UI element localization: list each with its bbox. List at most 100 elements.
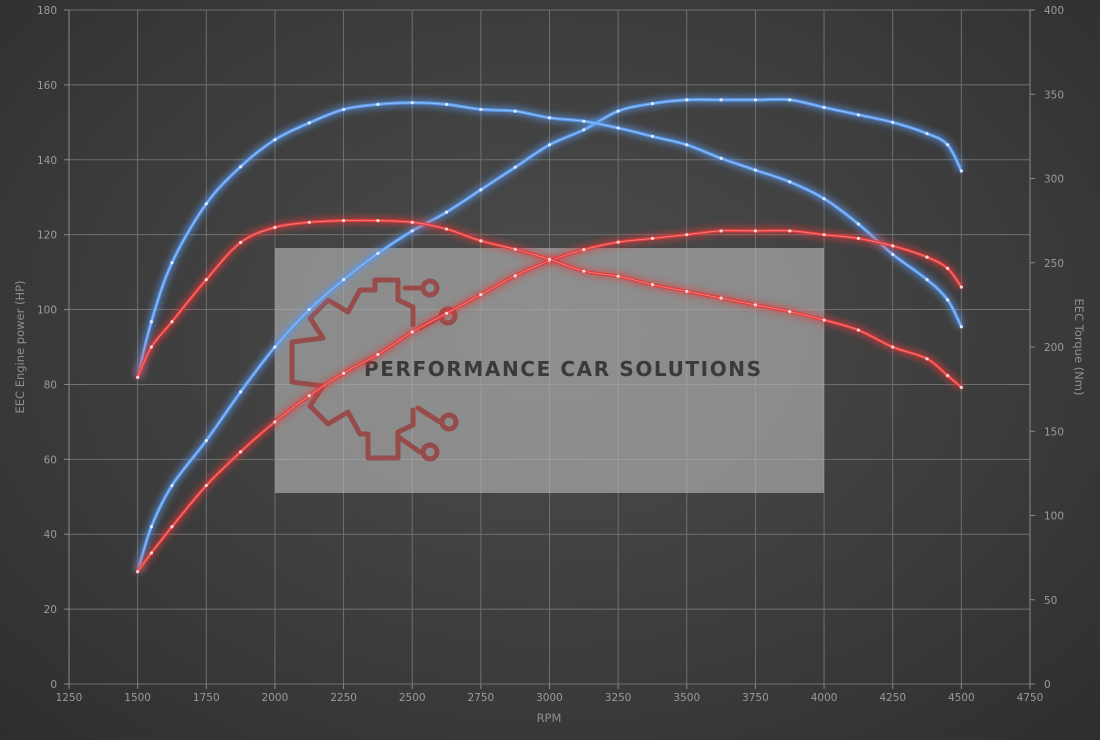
series-point (788, 229, 792, 233)
series-point (925, 255, 929, 259)
series-point (856, 113, 860, 117)
y-left-tick-label: 140 (37, 155, 57, 167)
series-1 (133, 95, 966, 574)
series-point (479, 107, 483, 112)
series-point (376, 219, 380, 223)
series-point (136, 570, 140, 574)
series-point (239, 450, 243, 454)
series-point (170, 525, 174, 529)
series-point (959, 169, 963, 173)
series-point (891, 252, 895, 256)
series-point (891, 244, 895, 248)
series-point (204, 202, 208, 206)
series-point (685, 233, 689, 237)
series-point (513, 109, 517, 113)
series-point (719, 296, 723, 300)
series-point (273, 420, 277, 424)
watermark-text: PERFORMANCE CAR SOLUTIONS (364, 357, 763, 381)
series-point (204, 483, 208, 488)
series-point (925, 357, 929, 361)
x-tick-label: 3750 (742, 692, 769, 704)
series-point (410, 229, 414, 233)
series-point (946, 298, 950, 302)
series-point (307, 307, 311, 312)
series-point (410, 101, 414, 105)
series-point (616, 274, 620, 278)
series-point (410, 330, 414, 334)
series-point (149, 345, 153, 349)
series-point (444, 311, 449, 315)
series-point (582, 128, 586, 132)
series-point (204, 278, 208, 282)
series-point (822, 105, 826, 109)
x-axis: 1250 1500 1750 2000 2250 2500 2750 3000 3250 3500… (56, 684, 1043, 704)
series-point (547, 116, 552, 120)
series-point (341, 107, 346, 112)
series-point (616, 240, 620, 244)
series-point (616, 126, 620, 130)
x-tick-label: 4250 (879, 692, 906, 704)
series-point (376, 352, 380, 357)
y-left-tick-label: 160 (37, 80, 57, 92)
series-point (307, 394, 311, 398)
series-point (753, 98, 758, 102)
series-point (685, 98, 689, 102)
y-right-tick-label: 400 (1044, 5, 1064, 17)
series-point (149, 551, 153, 555)
series-point (946, 374, 950, 378)
x-tick-label: 3500 (673, 692, 700, 704)
series-point (479, 188, 483, 192)
series-point (856, 222, 860, 226)
series-2 (133, 98, 966, 379)
series-point (341, 371, 346, 375)
series-point (650, 236, 655, 241)
x-tick-label: 2500 (399, 692, 426, 704)
series-point (856, 236, 860, 241)
series-point (513, 274, 517, 278)
series-point (719, 229, 723, 233)
series-point (444, 102, 449, 106)
series-point (946, 266, 950, 270)
x-tick-label: 1250 (56, 692, 83, 704)
y-left-tick-label: 40 (44, 529, 57, 541)
x-tick-label: 1750 (193, 692, 220, 704)
y-left-tick-label: 20 (44, 604, 57, 616)
series-point (959, 325, 963, 329)
series-point (307, 121, 311, 125)
series-point (650, 283, 655, 287)
series-point (239, 390, 243, 394)
series-point (925, 278, 929, 282)
y-right-tick-label: 150 (1044, 426, 1064, 438)
series-point (170, 320, 174, 324)
series-point (856, 328, 860, 332)
series-point (547, 143, 552, 147)
y-axis-right-title: EEC Torque (Nm) (1072, 299, 1086, 396)
series-point (616, 109, 620, 113)
series-point (891, 345, 895, 349)
x-tick-label: 4000 (811, 692, 838, 704)
series-point (513, 247, 517, 251)
series-point (410, 220, 414, 224)
x-tick-label: 2250 (330, 692, 357, 704)
series-point (822, 197, 826, 201)
series-point (685, 289, 689, 293)
series-point (891, 120, 895, 124)
y-right-tick-label: 0 (1044, 679, 1051, 691)
y-right-tick-label: 300 (1044, 174, 1064, 186)
series-point (753, 303, 758, 307)
x-tick-label: 2000 (262, 692, 289, 704)
y-right-tick-label: 100 (1044, 511, 1064, 523)
series-point (582, 119, 586, 123)
series-point (946, 143, 950, 147)
x-tick-label: 3000 (536, 692, 563, 704)
series-point (959, 385, 963, 390)
series-point (170, 261, 174, 265)
series-point (170, 483, 174, 488)
series-point (753, 168, 758, 172)
series-point (341, 219, 346, 223)
x-tick-label: 3250 (605, 692, 632, 704)
series-point (239, 240, 243, 245)
gear-circuit-logo-icon (289, 277, 459, 462)
y-axis-left-title: EEC Engine power (HP) (13, 280, 27, 413)
